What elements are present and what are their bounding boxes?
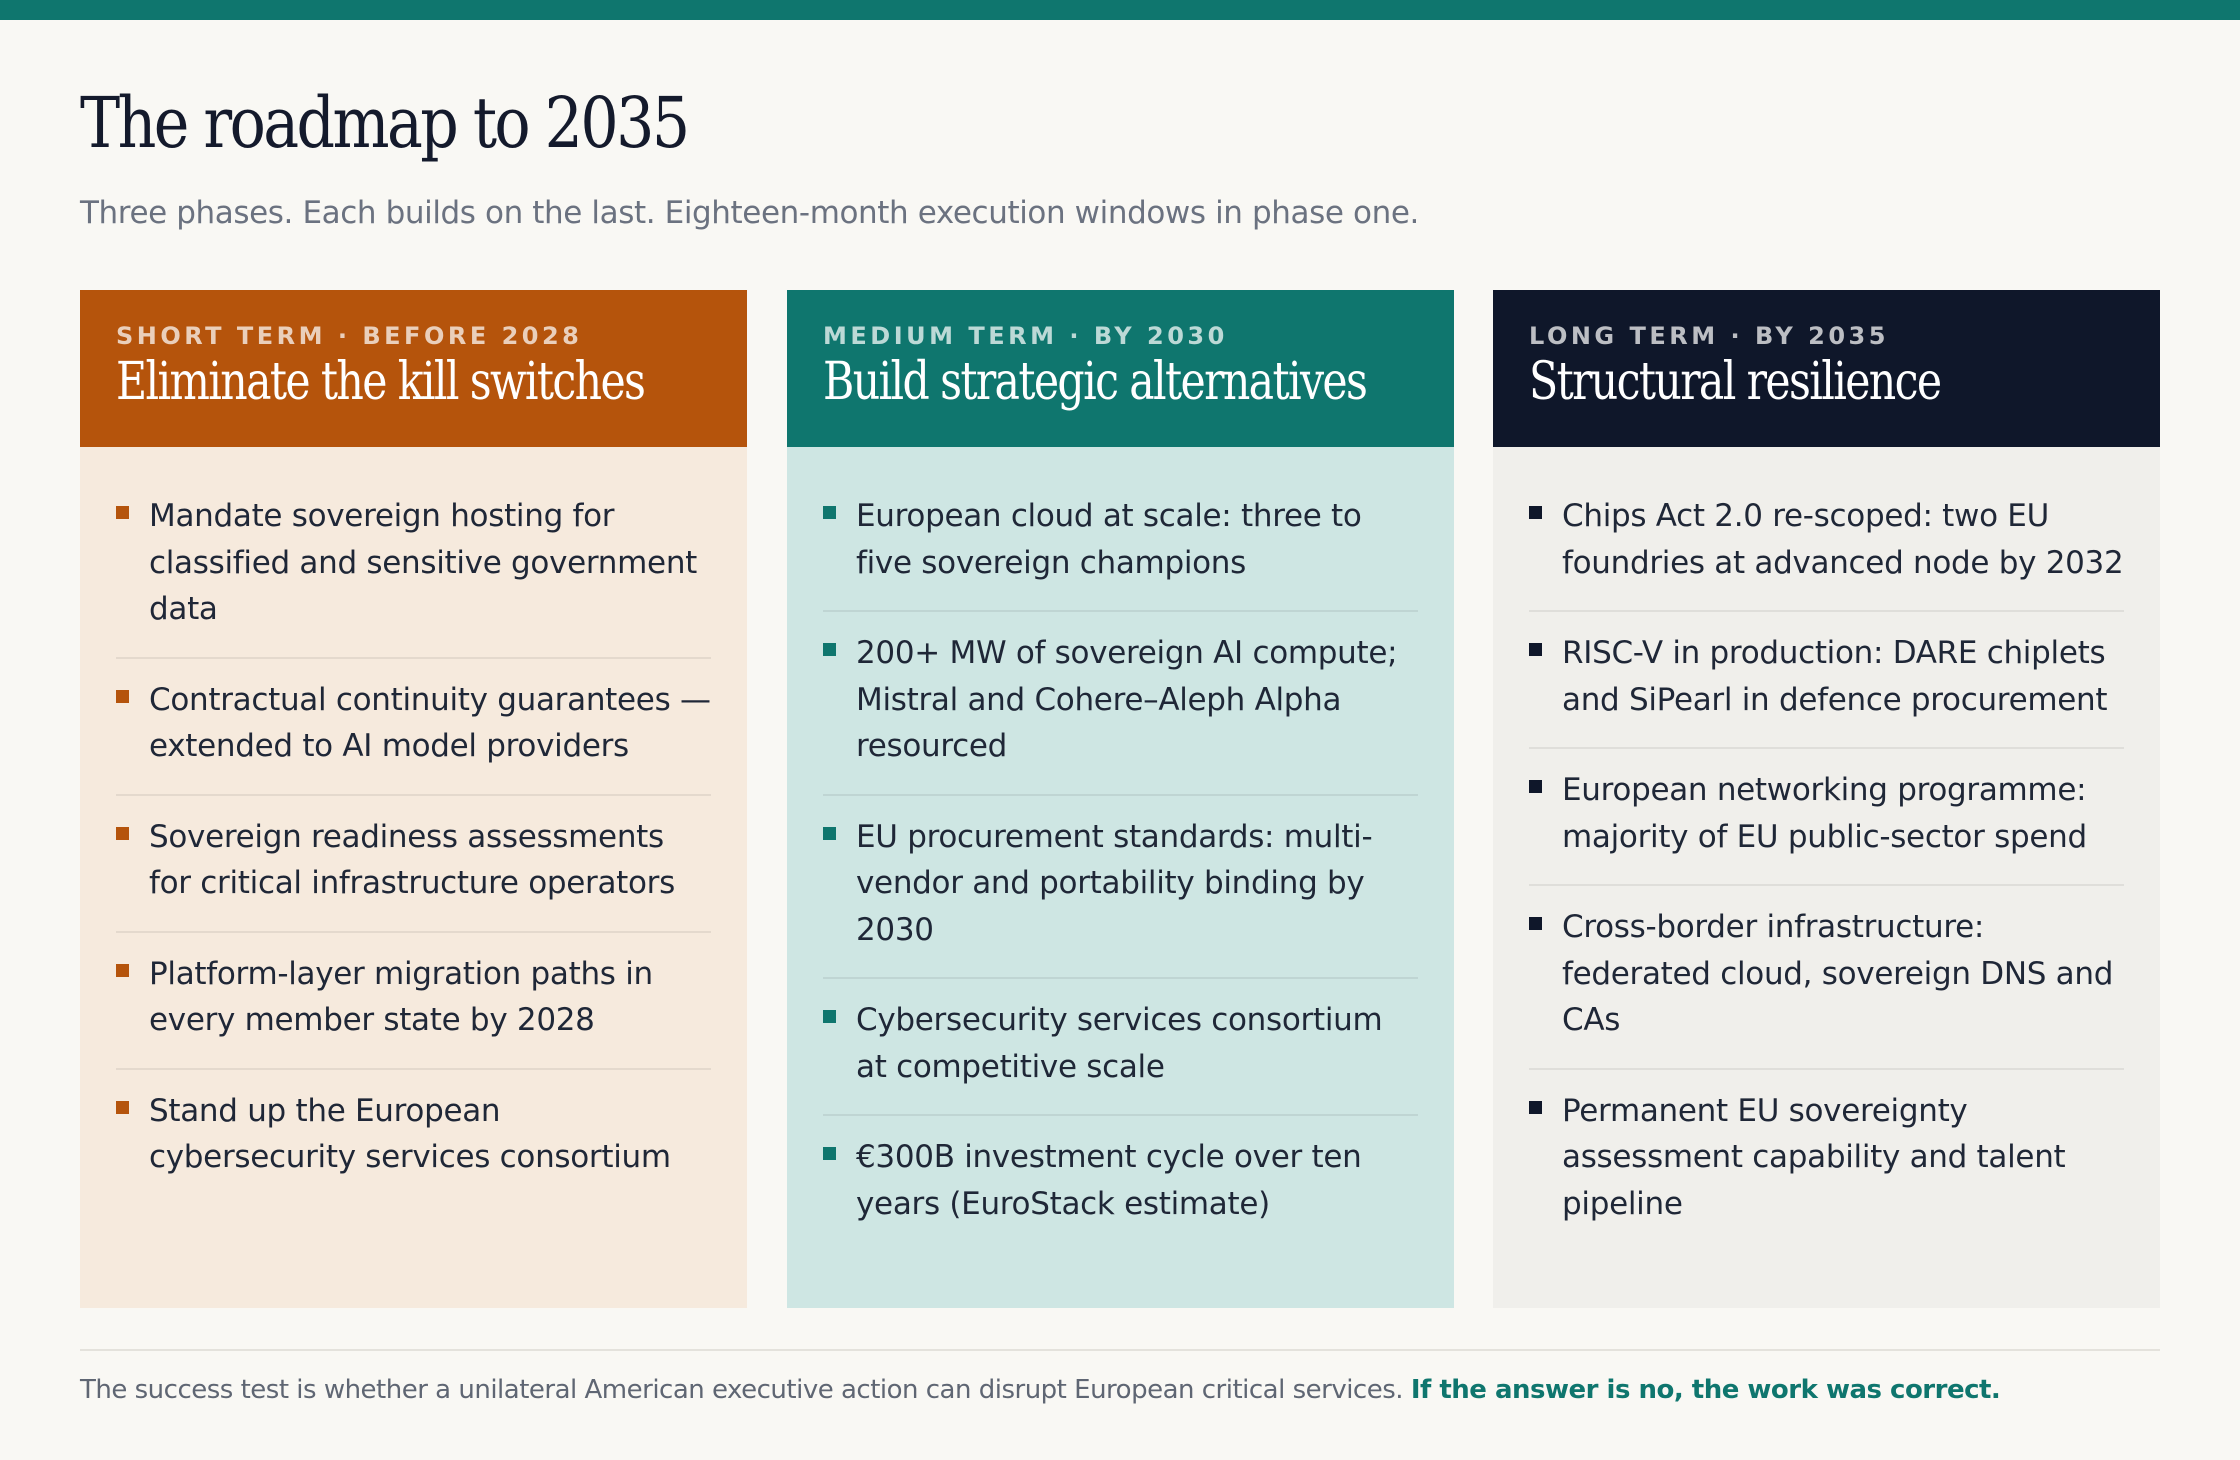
footer-text: The success test is whether a unilateral… xyxy=(80,1375,1404,1405)
list-item-text: European networking programme: majority … xyxy=(1562,772,2087,855)
list-item-text: EU procurement standards: multi-vendor a… xyxy=(856,818,1373,948)
square-bullet-icon xyxy=(823,506,836,519)
list-item: EU procurement standards: multi-vendor a… xyxy=(823,796,1418,979)
list-item: 200+ MW of sovereign AI compute; Mistral… xyxy=(823,612,1418,796)
phase-item-list: Mandate sovereign hosting for classified… xyxy=(80,447,747,1205)
square-bullet-icon xyxy=(1529,1100,1542,1114)
list-item-text: Contractual continuity guarantees — exte… xyxy=(149,681,711,765)
list-item: Contractual continuity guarantees — exte… xyxy=(116,659,711,796)
phase-body: Chips Act 2.0 re-scoped: two EU foundrie… xyxy=(1493,447,2160,1308)
list-item: Stand up the European cybersecurity serv… xyxy=(116,1070,711,1205)
square-bullet-icon xyxy=(1529,780,1542,793)
phase-body: European cloud at scale: three to five s… xyxy=(787,447,1454,1308)
list-item: Platform-layer migration paths in every … xyxy=(116,933,711,1070)
footer-divider xyxy=(80,1349,2160,1351)
phase-header: LONG TERM · BY 2035 Structural resilienc… xyxy=(1493,290,2160,447)
square-bullet-icon xyxy=(116,826,129,840)
list-item: Sovereign readiness assessments for crit… xyxy=(116,796,711,933)
square-bullet-icon xyxy=(116,689,129,703)
footer-emphasis: If the answer is no, the work was correc… xyxy=(1410,1375,2001,1405)
phase-eyebrow: LONG TERM · BY 2035 xyxy=(1529,322,1889,350)
list-item: Cybersecurity services consortium at com… xyxy=(823,979,1418,1116)
phase-column-long-term: LONG TERM · BY 2035 Structural resilienc… xyxy=(1493,290,2160,1308)
list-item: European networking programme: majority … xyxy=(1529,749,2124,886)
square-bullet-icon xyxy=(1529,506,1542,519)
phase-item-list: Chips Act 2.0 re-scoped: two EU foundrie… xyxy=(1493,447,2160,1251)
list-item-text: Platform-layer migration paths in every … xyxy=(149,955,653,1039)
list-item-text: Sovereign readiness assessments for crit… xyxy=(149,818,675,902)
phase-header: MEDIUM TERM · BY 2030 Build strategic al… xyxy=(787,290,1454,447)
list-item: Chips Act 2.0 re-scoped: two EU foundrie… xyxy=(1529,475,2124,612)
list-item-text: Stand up the European cybersecurity serv… xyxy=(149,1092,671,1176)
list-item-text: Mandate sovereign hosting for classified… xyxy=(149,498,698,627)
phase-eyebrow: SHORT TERM · BEFORE 2028 xyxy=(116,322,583,350)
list-item-text: €300B investment cycle over ten years (E… xyxy=(856,1139,1362,1222)
square-bullet-icon xyxy=(823,1010,836,1023)
phase-columns: SHORT TERM · BEFORE 2028 Eliminate the k… xyxy=(80,290,2160,1308)
page-subtitle: Three phases. Each builds on the last. E… xyxy=(80,195,1419,231)
list-item-text: 200+ MW of sovereign AI compute; Mistral… xyxy=(856,635,1398,764)
list-item-text: Cybersecurity services consortium at com… xyxy=(856,1002,1383,1085)
square-bullet-icon xyxy=(116,1100,129,1114)
square-bullet-icon xyxy=(116,963,129,977)
phase-header: SHORT TERM · BEFORE 2028 Eliminate the k… xyxy=(80,290,747,447)
list-item-text: Permanent EU sovereignty assessment capa… xyxy=(1562,1092,2066,1222)
list-item: €300B investment cycle over ten years (E… xyxy=(823,1116,1418,1251)
phase-item-list: European cloud at scale: three to five s… xyxy=(787,447,1454,1251)
top-accent-bar xyxy=(0,0,2240,20)
square-bullet-icon xyxy=(116,506,129,519)
phase-title: Structural resilience xyxy=(1529,352,1942,412)
list-item: European cloud at scale: three to five s… xyxy=(823,475,1418,612)
square-bullet-icon xyxy=(823,1147,836,1160)
list-item-text: Cross-border infrastructure: federated c… xyxy=(1562,909,2114,1038)
phase-title: Build strategic alternatives xyxy=(823,352,1368,412)
list-item: Permanent EU sovereignty assessment capa… xyxy=(1529,1070,2124,1252)
list-item: Cross-border infrastructure: federated c… xyxy=(1529,886,2124,1070)
square-bullet-icon xyxy=(823,643,836,656)
list-item-text: RISC-V in production: DARE chiplets and … xyxy=(1562,635,2108,718)
page-title: The roadmap to 2035 xyxy=(80,82,690,164)
square-bullet-icon xyxy=(823,826,836,840)
phase-column-short-term: SHORT TERM · BEFORE 2028 Eliminate the k… xyxy=(80,290,747,1308)
phase-title: Eliminate the kill switches xyxy=(116,352,646,412)
list-item-text: Chips Act 2.0 re-scoped: two EU foundrie… xyxy=(1562,498,2124,581)
phase-body: Mandate sovereign hosting for classified… xyxy=(80,447,747,1308)
list-item: Mandate sovereign hosting for classified… xyxy=(116,475,711,659)
phase-column-medium-term: MEDIUM TERM · BY 2030 Build strategic al… xyxy=(787,290,1454,1308)
phase-eyebrow: MEDIUM TERM · BY 2030 xyxy=(823,322,1228,350)
square-bullet-icon xyxy=(1529,643,1542,656)
list-item-text: European cloud at scale: three to five s… xyxy=(856,498,1362,581)
square-bullet-icon xyxy=(1529,917,1542,930)
footer-note: The success test is whether a unilateral… xyxy=(80,1375,2001,1405)
list-item: RISC-V in production: DARE chiplets and … xyxy=(1529,612,2124,749)
